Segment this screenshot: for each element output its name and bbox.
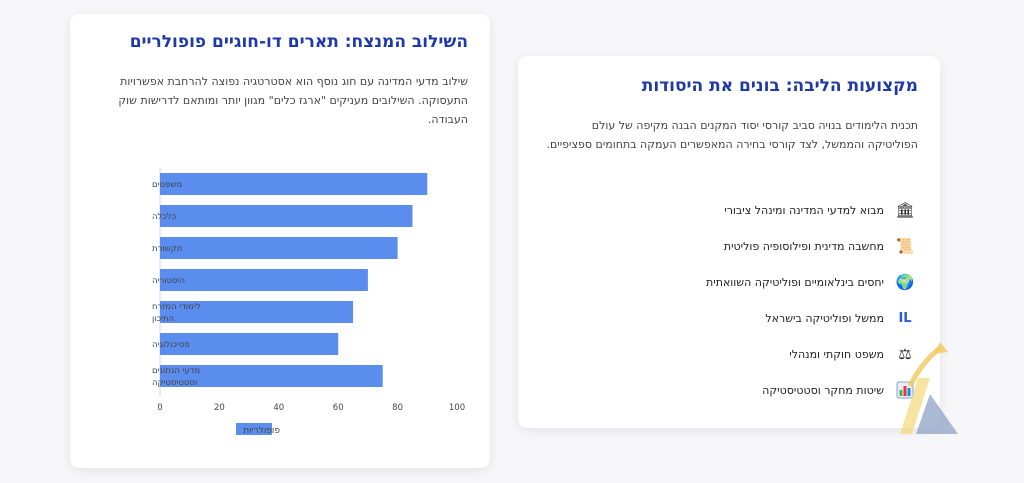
core-courses-card: מקצועות הליבה: בונים את היסודות תכנית הל… [518, 56, 940, 428]
course-item: 🌍 יחסים בינלאומיים ופוליטיקה השוואתית [706, 264, 916, 300]
course-item: IL ממשל ופוליטיקה בישראל [706, 300, 916, 336]
legend-swatch [236, 423, 272, 435]
classical-building-icon: 🏛 [895, 201, 915, 219]
core-courses-title: מקצועות הליבה: בונים את היסודות [641, 76, 918, 96]
course-label: מחשבה מדינית ופילוסופיה פוליטית [723, 239, 884, 253]
dual-major-title: השילוב המנצח: תארים דו-חוגיים פופולריים [129, 32, 468, 52]
course-list: 🏛 מבוא למדעי המדינה ומינהל ציבורי 📜 מחשב… [706, 192, 916, 408]
x-tick-label: 0 [157, 403, 162, 413]
course-label: שיטות מחקר וסטטיסטיקה [762, 383, 884, 397]
course-item: ⚖ משפט חוקתי ומנהלי [706, 336, 916, 372]
bar [160, 237, 398, 259]
dual-major-card: השילוב המנצח: תארים דו-חוגיים פופולריים … [70, 14, 490, 468]
scales-icon: ⚖ [898, 345, 912, 363]
course-label: ממשל ופוליטיקה בישראל [765, 311, 884, 325]
bar [160, 365, 383, 387]
bar-chart-icon [894, 379, 916, 401]
globe-icon: 🌍 [895, 273, 915, 291]
legend-label: פופולריות [243, 426, 280, 436]
course-item: 📜 מחשבה מדינית ופילוסופיה פוליטית [706, 228, 916, 264]
category-label: מדעי הנתונים וסטטיסטיקה [152, 366, 200, 388]
category-label: תקשורת [152, 244, 182, 254]
course-label: משפט חוקתי ומנהלי [789, 347, 884, 361]
course-item: שיטות מחקר וסטטיסטיקה [706, 372, 916, 408]
category-label: משפטים [152, 180, 182, 190]
bar [160, 301, 354, 323]
bar [160, 333, 339, 355]
il-icon: IL [898, 310, 912, 326]
logo-watermark [900, 342, 958, 434]
x-tick-label: 60 [333, 403, 344, 413]
category-label: כלכלה [152, 212, 177, 222]
bar [160, 269, 368, 291]
core-courses-description: תכנית הלימודים בנויה סביב קורסי יסוד המק… [546, 119, 918, 151]
x-tick-label: 80 [392, 403, 403, 413]
dual-major-description: שילוב מדעי המדינה עם חוג נוסף הוא אסטרטג… [118, 75, 468, 126]
course-item: 🏛 מבוא למדעי המדינה ומינהל ציבורי [706, 192, 916, 228]
category-label: היסטוריה [152, 276, 185, 286]
x-tick-label: 40 [273, 403, 284, 413]
course-label: מבוא למדעי המדינה ומינהל ציבורי [724, 203, 884, 217]
x-tick-label: 20 [214, 403, 225, 413]
bar [160, 173, 428, 195]
bar [160, 205, 413, 227]
course-label: יחסים בינלאומיים ופוליטיקה השוואתית [706, 275, 884, 289]
category-label: לימודי המזרח התיכון [152, 302, 201, 324]
x-tick-label: 100 [449, 403, 465, 413]
popularity-bar-chart: משפטים כלכלה תקשורת היסטוריה לימודי המזרח התי… [152, 168, 465, 436]
scroll-icon: 📜 [895, 237, 915, 255]
category-label: פסיכולוגיה [152, 340, 190, 350]
